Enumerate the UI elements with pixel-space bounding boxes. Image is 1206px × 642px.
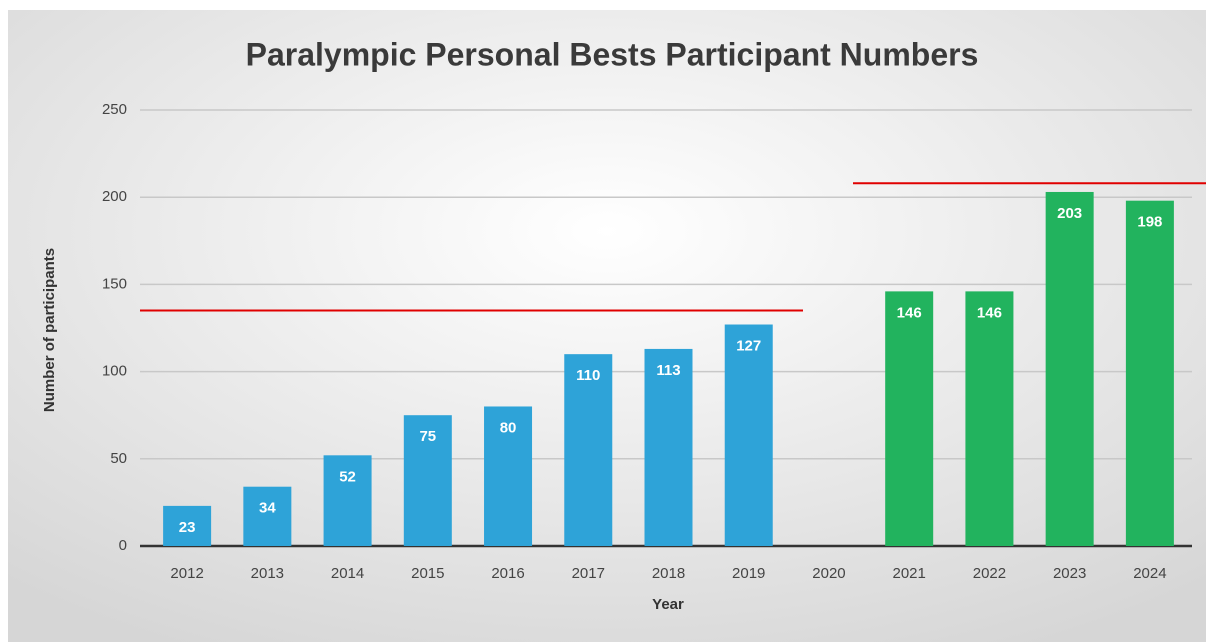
bar <box>564 354 613 546</box>
x-tick-label: 2014 <box>331 565 364 582</box>
x-tick-label: 2012 <box>170 565 203 582</box>
x-axis-title: Year <box>652 596 684 613</box>
x-tick-label: 2020 <box>812 565 845 582</box>
x-tick-label: 2023 <box>1053 565 1086 582</box>
data-label: 113 <box>656 362 680 379</box>
data-label: 127 <box>736 337 761 354</box>
data-label: 52 <box>339 468 356 485</box>
data-label: 80 <box>500 419 517 436</box>
bar <box>885 291 934 546</box>
y-axis-title: Number of participants <box>41 248 58 412</box>
data-label: 110 <box>576 367 600 384</box>
y-tick-label: 0 <box>119 537 127 554</box>
y-tick-label: 150 <box>102 275 127 292</box>
x-tick-label: 2017 <box>572 565 605 582</box>
data-label: 198 <box>1137 214 1162 231</box>
bar <box>403 415 452 546</box>
data-label: 146 <box>977 304 1002 321</box>
bar <box>243 486 292 546</box>
bar <box>323 455 372 546</box>
bar <box>965 291 1014 546</box>
data-label: 34 <box>259 500 276 517</box>
data-label: 203 <box>1057 205 1082 222</box>
x-tick-label: 2021 <box>893 565 926 582</box>
y-tick-label: 50 <box>110 450 127 467</box>
bar <box>163 505 212 546</box>
bar <box>724 324 773 546</box>
data-label: 75 <box>419 428 436 445</box>
data-label: 23 <box>179 519 196 536</box>
y-tick-label: 250 <box>102 101 127 118</box>
x-tick-label: 2015 <box>411 565 444 582</box>
x-tick-label: 2022 <box>973 565 1006 582</box>
bar <box>1045 191 1094 546</box>
x-tick-label: 2024 <box>1133 565 1166 582</box>
x-tick-label: 2013 <box>251 565 284 582</box>
bar <box>1125 200 1174 547</box>
data-label: 146 <box>897 304 922 321</box>
bar <box>644 348 693 546</box>
chart-title: Paralympic Personal Bests Participant Nu… <box>246 36 979 72</box>
x-tick-label: 2019 <box>732 565 765 582</box>
y-tick-label: 200 <box>102 188 127 205</box>
y-tick-label: 100 <box>102 363 127 380</box>
bar <box>484 406 533 546</box>
x-tick-label: 2016 <box>491 565 524 582</box>
marks: 23 34 52 75 80 110 113 127 146 146 203 198 <box>163 191 1174 547</box>
x-tick-label: 2018 <box>652 565 685 582</box>
